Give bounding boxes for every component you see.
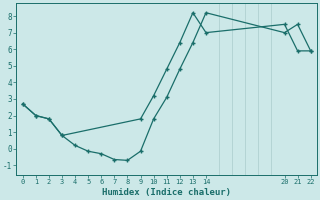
X-axis label: Humidex (Indice chaleur): Humidex (Indice chaleur)	[102, 188, 231, 197]
